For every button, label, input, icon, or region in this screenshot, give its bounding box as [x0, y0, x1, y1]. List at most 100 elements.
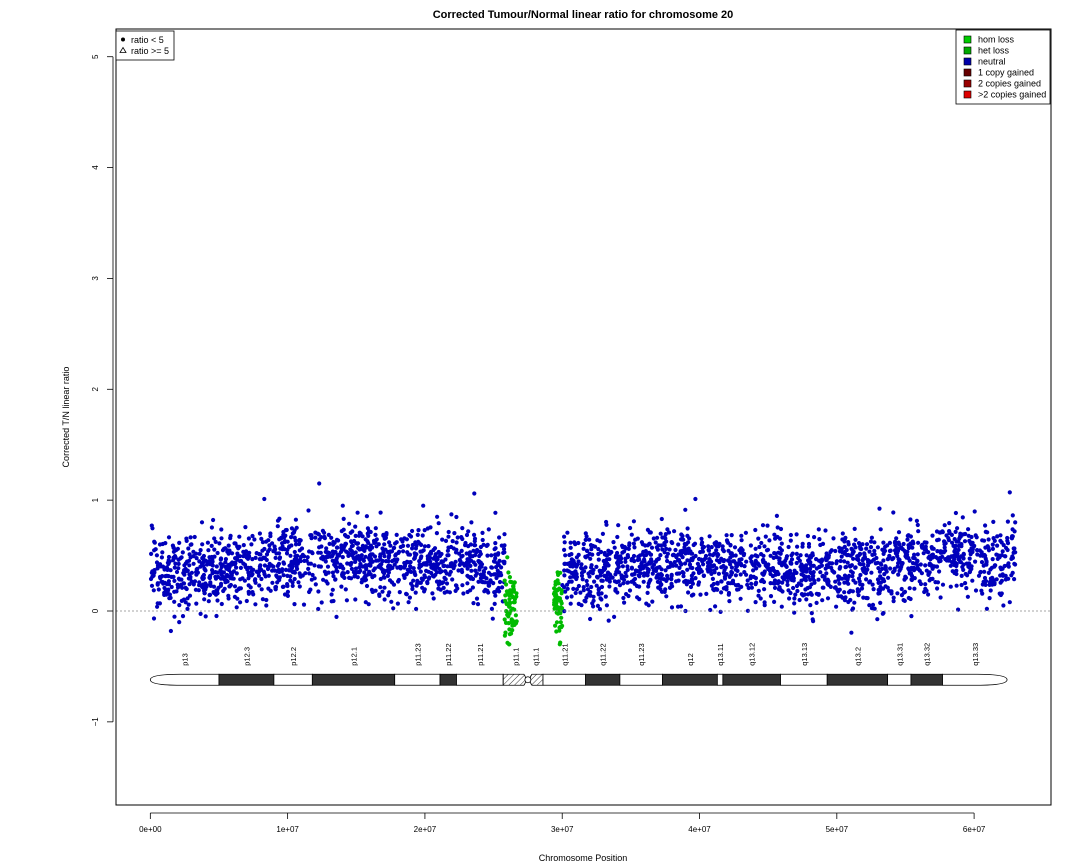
data-point [388, 543, 393, 548]
data-point [777, 556, 782, 561]
data-point [329, 592, 334, 597]
data-point [439, 551, 444, 557]
data-point [808, 603, 813, 608]
data-point [283, 533, 288, 538]
legend-swatch [963, 35, 972, 44]
data-point [288, 553, 293, 558]
data-point [562, 540, 567, 545]
data-point [223, 557, 228, 562]
data-point [243, 525, 248, 530]
data-point [473, 562, 478, 567]
data-point [572, 574, 578, 580]
data-point [242, 562, 248, 567]
data-point [858, 562, 863, 567]
data-point [859, 546, 864, 552]
data-point [756, 536, 761, 541]
data-point [158, 576, 163, 581]
data-point [704, 591, 709, 597]
ideogram-band-label: q11.22 [599, 643, 608, 665]
data-point [595, 603, 601, 609]
data-point [661, 577, 667, 582]
ideogram-band-label: p12.1 [350, 647, 359, 666]
data-point [360, 577, 365, 582]
data-point [205, 540, 210, 545]
data-point [690, 581, 696, 586]
data-point [986, 570, 991, 576]
chromosome-ideogram: p13 p12.3 p12.2 p12.1 p11.23 p11.22 p11.21 p11.… [149, 643, 1008, 686]
data-point [309, 536, 314, 541]
data-point [923, 563, 928, 568]
data-point [835, 587, 840, 592]
data-point [234, 605, 239, 610]
data-point [340, 573, 345, 579]
data-point [816, 577, 821, 582]
data-point [872, 606, 877, 611]
data-point [757, 544, 762, 550]
data-point [613, 555, 619, 560]
data-point [631, 541, 637, 546]
data-point [724, 585, 729, 590]
data-point [273, 587, 278, 592]
data-point [836, 594, 841, 599]
data-point [480, 530, 485, 536]
legend-swatch [963, 68, 972, 77]
data-point [557, 596, 563, 601]
data-point [364, 545, 369, 550]
data-point [335, 545, 340, 550]
data-point [513, 613, 519, 618]
data-point [177, 540, 182, 546]
data-point [840, 595, 845, 600]
data-point [792, 596, 797, 601]
data-point [891, 599, 896, 604]
data-point [585, 587, 591, 592]
data-point [503, 620, 509, 626]
data-point [318, 564, 323, 569]
data-point [414, 552, 419, 557]
data-point [457, 557, 462, 563]
data-point [601, 558, 606, 564]
state-legend-label: 1 copy gained [978, 68, 1034, 78]
data-point [436, 521, 441, 526]
data-point [883, 564, 888, 569]
data-point [249, 573, 254, 578]
data-point [588, 589, 593, 595]
data-point [775, 525, 780, 530]
data-point [350, 543, 355, 548]
data-point [663, 587, 668, 592]
data-point [814, 600, 819, 606]
data-point [950, 540, 955, 545]
data-point [446, 529, 451, 535]
data-point [716, 552, 721, 557]
data-point [800, 541, 805, 547]
data-point [877, 506, 882, 511]
data-point [579, 566, 585, 571]
data-point [653, 559, 659, 564]
data-point [285, 589, 290, 595]
data-point [901, 541, 906, 547]
data-point [709, 571, 714, 577]
y-tick-label: 4 [91, 165, 100, 170]
data-point [252, 537, 257, 542]
data-point [926, 592, 931, 597]
data-point [273, 555, 278, 561]
data-point [334, 614, 339, 620]
data-point [895, 591, 900, 596]
data-point [244, 549, 249, 554]
data-point [795, 588, 800, 594]
data-point [263, 574, 268, 579]
data-point [559, 615, 564, 620]
ideogram-band-label: p11.1 [512, 648, 521, 666]
data-point [647, 541, 652, 547]
data-point [770, 574, 776, 579]
data-point [887, 540, 893, 546]
data-point [683, 561, 688, 566]
data-point [353, 570, 358, 575]
data-point [718, 609, 723, 615]
data-point [267, 547, 272, 552]
data-point [426, 544, 431, 549]
data-point [581, 585, 586, 590]
data-point [405, 543, 411, 548]
data-point [908, 517, 913, 522]
data-point [569, 594, 574, 599]
data-point [192, 534, 197, 540]
